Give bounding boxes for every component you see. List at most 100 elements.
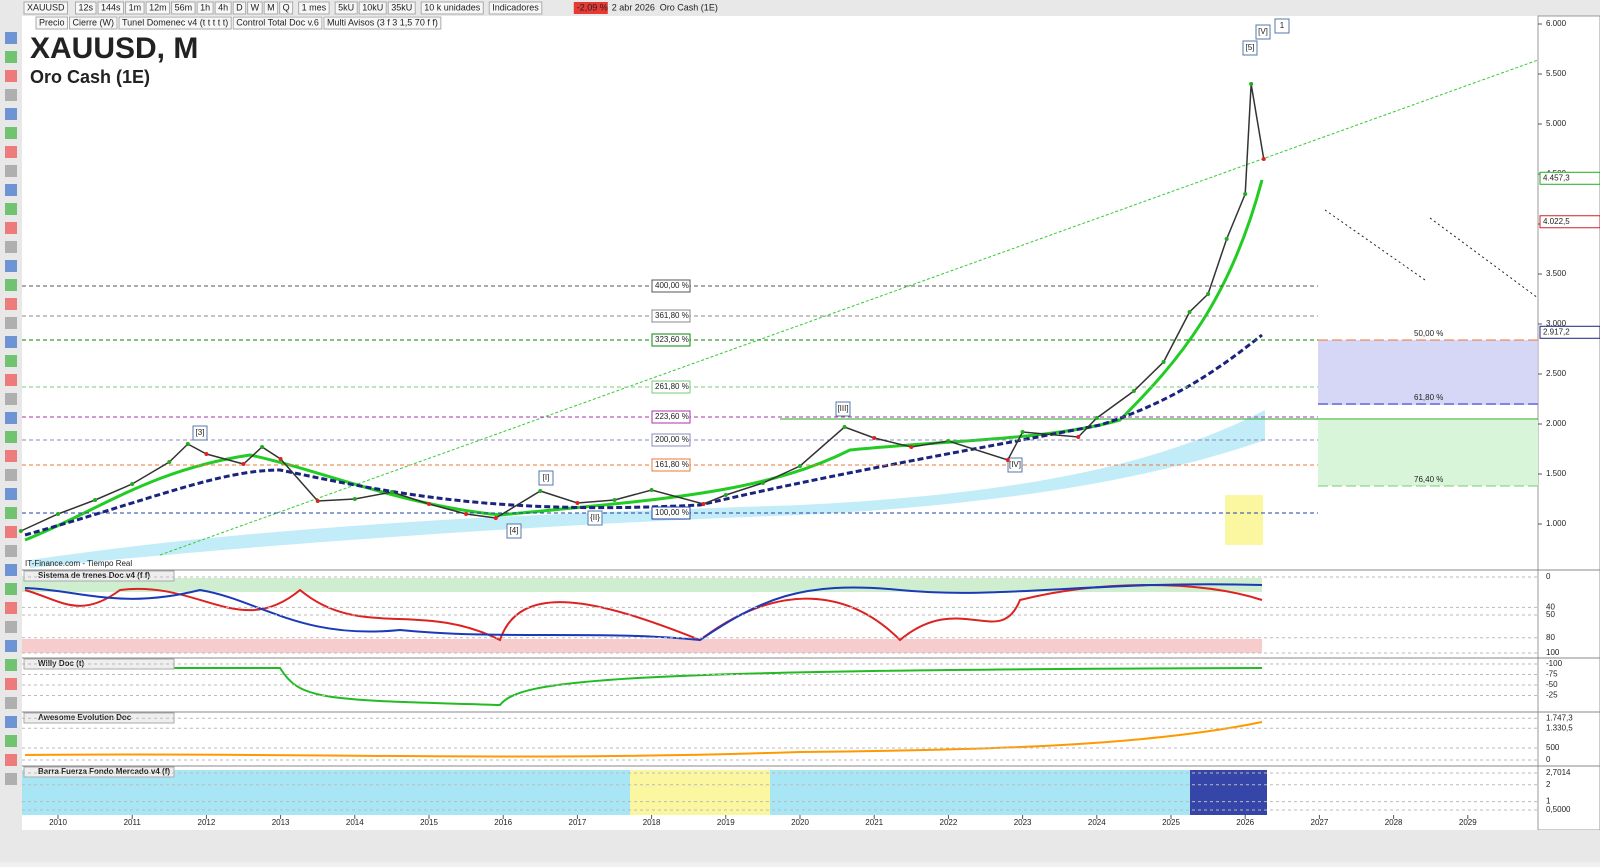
timeframe-button-box[interactable] — [125, 1, 145, 15]
timeframe-button-box[interactable] — [196, 1, 214, 15]
period-select-box[interactable] — [298, 1, 330, 15]
tool-icon[interactable] — [5, 735, 17, 747]
unit-button[interactable]: 10kU — [362, 2, 383, 12]
panel-tick-label: 1.330,5 — [1546, 723, 1573, 732]
timeframe-button-box[interactable] — [75, 1, 97, 15]
wave-box — [835, 401, 851, 417]
period-select[interactable]: 1 mes — [302, 2, 327, 12]
tool-icon[interactable] — [5, 298, 17, 310]
timeframe-button-box[interactable] — [279, 1, 294, 15]
symbol-select[interactable]: XAUUSD — [27, 2, 65, 12]
legend-item-box[interactable] — [35, 16, 69, 30]
tool-icon[interactable] — [5, 431, 17, 443]
timeframe-button[interactable]: M — [267, 2, 275, 12]
wave-box — [1255, 24, 1271, 40]
tool-icon[interactable] — [5, 412, 17, 424]
panel-name: Barra Fuerza Fondo Mercado v4 (f) — [38, 767, 170, 776]
unit-select[interactable]: 10 k unidades — [424, 2, 481, 12]
timeframe-button[interactable]: 56m — [175, 2, 193, 12]
tool-icon[interactable] — [5, 526, 17, 538]
wave-label: [I] — [543, 473, 550, 482]
timeframe-button[interactable]: 12m — [149, 2, 167, 12]
tool-icon[interactable] — [5, 222, 17, 234]
tool-icon[interactable] — [5, 697, 17, 709]
tool-icon[interactable] — [5, 32, 17, 44]
tool-icon[interactable] — [5, 450, 17, 462]
tool-icon[interactable] — [5, 89, 17, 101]
tool-icon[interactable] — [5, 279, 17, 291]
legend-item[interactable]: Precio — [39, 17, 65, 27]
unit-select-box[interactable] — [420, 1, 484, 15]
legend-item-box[interactable] — [69, 16, 118, 30]
tool-icon[interactable] — [5, 108, 17, 120]
tool-icon[interactable] — [5, 659, 17, 671]
tool-icon[interactable] — [5, 336, 17, 348]
tool-icon[interactable] — [5, 545, 17, 557]
tool-icon[interactable] — [5, 621, 17, 633]
tool-icon[interactable] — [5, 70, 17, 82]
timeframe-button-box[interactable] — [97, 1, 125, 15]
panel-tick-label: 0,5000 — [1546, 805, 1571, 814]
legend-item[interactable]: Tunel Domenec v4 (t t t t t) — [122, 17, 228, 27]
tool-icon[interactable] — [5, 678, 17, 690]
price-point — [427, 502, 431, 506]
tool-icon[interactable] — [5, 773, 17, 785]
indicators-button-box[interactable] — [488, 1, 543, 15]
tool-icon[interactable] — [5, 146, 17, 158]
panel-tick-label: 100 — [1546, 648, 1560, 657]
legend-item-box[interactable] — [118, 16, 232, 30]
timeframe-button[interactable]: 144s — [101, 2, 121, 12]
unit-button[interactable]: 5kU — [338, 2, 354, 12]
timeframe-button-box[interactable] — [263, 1, 279, 15]
tool-icon[interactable] — [5, 507, 17, 519]
unit-button[interactable]: 35kU — [391, 2, 412, 12]
tool-icon[interactable] — [5, 754, 17, 766]
tool-icon[interactable] — [5, 241, 17, 253]
tool-icon[interactable] — [5, 640, 17, 652]
tool-icon[interactable] — [5, 51, 17, 63]
timeframe-button-box[interactable] — [214, 1, 232, 15]
price-point — [493, 516, 498, 520]
price-point — [760, 481, 765, 485]
tool-icon[interactable] — [5, 355, 17, 367]
unit-button-box[interactable] — [358, 1, 387, 15]
timeframe-button-box[interactable] — [232, 1, 247, 15]
timeframe-button[interactable]: 12s — [79, 2, 94, 12]
legend-item[interactable]: Control Total Doc v.6 — [236, 17, 319, 27]
tool-icon[interactable] — [5, 583, 17, 595]
timeframe-button-box[interactable] — [247, 1, 263, 15]
tool-icon[interactable] — [5, 317, 17, 329]
tool-icon[interactable] — [5, 393, 17, 405]
tool-icon[interactable] — [5, 203, 17, 215]
legend-item[interactable]: Cierre (W) — [73, 17, 115, 27]
timeframe-button[interactable]: 1m — [129, 2, 142, 12]
timeframe-button[interactable]: 4h — [218, 2, 228, 12]
timeframe-button[interactable]: Q — [283, 2, 290, 12]
tool-icon[interactable] — [5, 469, 17, 481]
year-label: 2017 — [569, 818, 587, 827]
unit-button-box[interactable] — [334, 1, 358, 15]
tool-icon[interactable] — [5, 184, 17, 196]
timeframe-button[interactable]: D — [236, 2, 243, 12]
tool-icon[interactable] — [5, 374, 17, 386]
price-tick-label: 3.000 — [1546, 319, 1567, 328]
indicators-button[interactable]: Indicadores — [492, 2, 539, 12]
tool-icon[interactable] — [5, 564, 17, 576]
symbol-select-box[interactable] — [23, 1, 69, 15]
tool-icon[interactable] — [5, 165, 17, 177]
legend-item-box[interactable] — [323, 16, 442, 30]
tool-icon[interactable] — [5, 602, 17, 614]
timeframe-button[interactable]: 1h — [200, 2, 210, 12]
legend-item[interactable]: Multi Avisos (3 f 3 1,5 70 f f) — [327, 17, 438, 27]
timeframe-button-box[interactable] — [145, 1, 171, 15]
price-point — [18, 529, 23, 533]
tool-icon[interactable] — [5, 488, 17, 500]
timeframe-button-box[interactable] — [171, 1, 196, 15]
tool-icon[interactable] — [5, 260, 17, 272]
timeframe-button[interactable]: W — [251, 2, 260, 12]
unit-button-box[interactable] — [387, 1, 416, 15]
panel-zone — [22, 578, 1262, 592]
tool-icon[interactable] — [5, 716, 17, 728]
legend-item-box[interactable] — [232, 16, 323, 30]
tool-icon[interactable] — [5, 127, 17, 139]
